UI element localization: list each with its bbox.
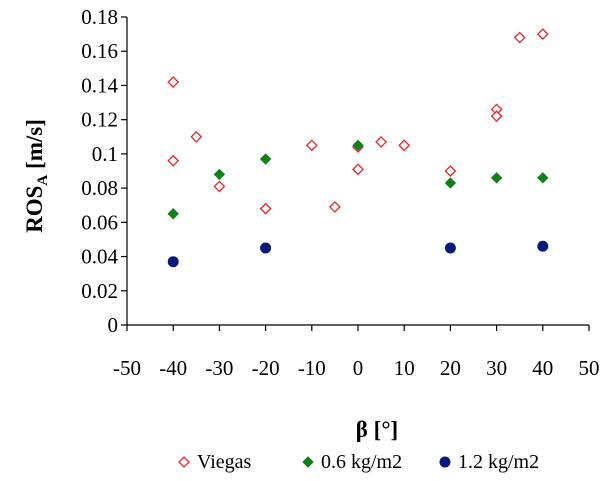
- y-axis-title-unit: [m/s]: [22, 119, 47, 175]
- data-point: [490, 110, 503, 123]
- data-point: [537, 172, 549, 184]
- data-point: [444, 165, 457, 177]
- y-tick-label: 0.18: [81, 5, 118, 29]
- y-axis-title-subscript: A: [35, 175, 51, 186]
- data-point: [167, 154, 180, 167]
- data-point: [260, 242, 272, 254]
- x-tick-label: 0: [353, 356, 364, 380]
- data-point: [213, 168, 226, 181]
- data-point: [305, 139, 318, 152]
- x-tick-label: -40: [159, 356, 187, 380]
- y-axis-title-text: ROSA [m/s]: [22, 119, 51, 233]
- series-1: [167, 139, 549, 220]
- x-tick-label: 50: [579, 356, 600, 380]
- y-tick-label: 0.06: [81, 210, 118, 234]
- legend-label: Viegas: [197, 451, 252, 473]
- data-point: [513, 31, 526, 44]
- x-tick-label: 20: [440, 356, 461, 380]
- data-point: [167, 256, 179, 268]
- x-axis-ticks: -50 -40 -30 -20 -10 0 10 20 30 40 50: [113, 325, 600, 380]
- data-point: [213, 180, 226, 193]
- series-0: [167, 28, 549, 215]
- y-axis-ticks: 0 0.02 0.04 0.06 0.08 0.1 0.12 0.14 0.16 0.18: [81, 5, 127, 337]
- x-tick-label: 30: [486, 356, 507, 380]
- y-tick-label: 0.04: [81, 245, 118, 269]
- x-tick-label: -20: [252, 356, 280, 380]
- series-2: [167, 240, 549, 268]
- x-tick-label: 40: [532, 356, 553, 380]
- y-tick-label: 0.1: [92, 142, 118, 166]
- data-point: [328, 201, 341, 213]
- legend-item: 0.6 kg/m2: [302, 451, 402, 473]
- legend-marker: [439, 456, 451, 468]
- x-tick-label: -50: [113, 356, 141, 380]
- y-tick-label: 0.12: [81, 108, 118, 132]
- y-tick-label: 0: [108, 313, 119, 337]
- y-tick-label: 0.14: [81, 73, 118, 97]
- data-point: [259, 153, 272, 165]
- legend-marker: [178, 456, 190, 468]
- x-tick-label: -10: [298, 356, 326, 380]
- x-tick-label: -30: [205, 356, 233, 380]
- legend: Viegas 0.6 kg/m2 1.2 kg/m2: [178, 451, 539, 473]
- data-point: [398, 139, 411, 152]
- data-point: [167, 76, 180, 88]
- data-point: [444, 242, 456, 254]
- data-point: [167, 208, 179, 220]
- y-tick-label: 0.02: [81, 279, 118, 303]
- legend-marker: [302, 456, 314, 468]
- data-point: [536, 28, 549, 41]
- legend-item: Viegas: [178, 451, 252, 473]
- legend-label: 0.6 kg/m2: [321, 451, 402, 473]
- legend-label: 1.2 kg/m2: [458, 451, 539, 473]
- data-point: [490, 172, 503, 184]
- data-point: [352, 163, 364, 176]
- x-tick-label: 10: [394, 356, 415, 380]
- y-tick-label: 0.16: [81, 39, 118, 63]
- y-axis-title: ROSA [m/s]: [22, 119, 51, 233]
- data-point: [190, 130, 203, 143]
- data-point: [352, 139, 364, 152]
- x-axis-title: β [°]: [356, 417, 398, 442]
- y-tick-label: 0.08: [81, 176, 118, 200]
- legend-item: 1.2 kg/m2: [439, 451, 539, 473]
- data-points: [167, 28, 549, 268]
- data-point: [375, 135, 388, 148]
- data-point: [537, 240, 549, 252]
- data-point: [259, 202, 272, 215]
- data-point: [444, 177, 457, 189]
- y-axis-title-main: ROS: [22, 186, 47, 233]
